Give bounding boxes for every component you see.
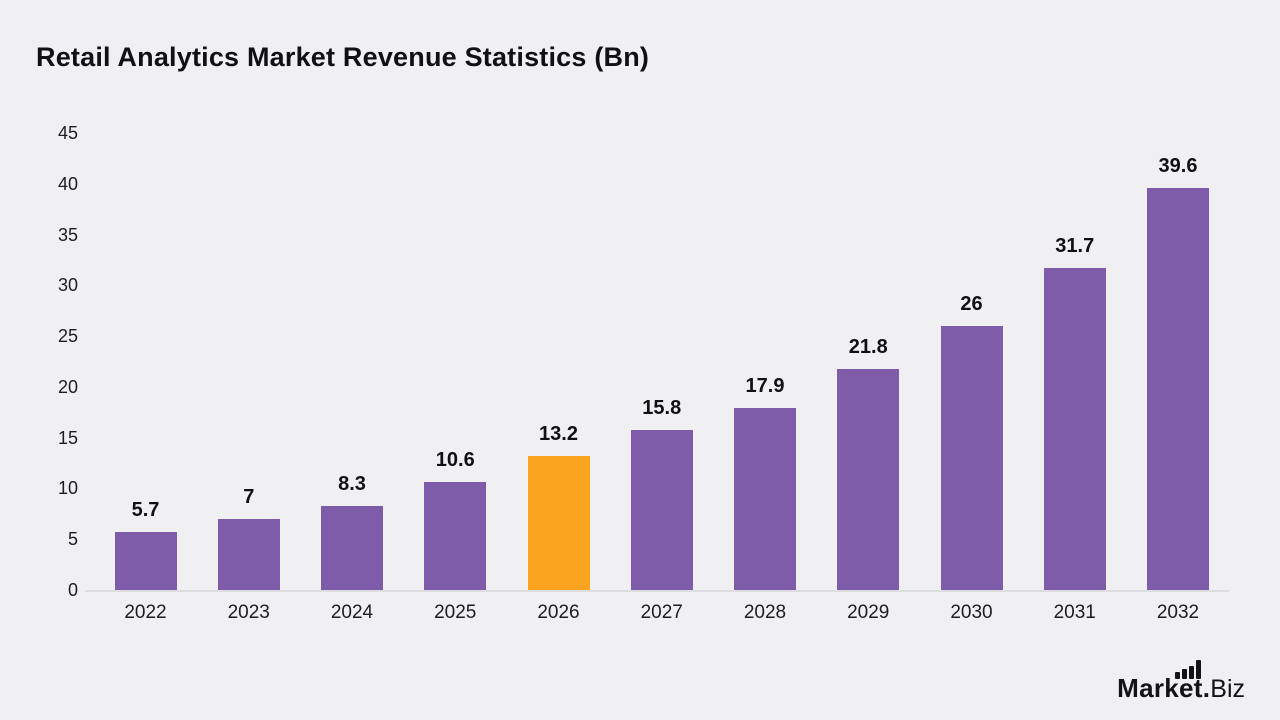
- x-axis-tick-label: 2030: [950, 602, 993, 623]
- x-axis-tick-label: 2031: [1053, 602, 1096, 623]
- bar-2024: [321, 506, 383, 590]
- x-axis-tick-label: 2026: [537, 602, 580, 623]
- bar-2023: [217, 519, 280, 590]
- chart-title: Retail Analytics Market Revenue Statisti…: [36, 42, 650, 72]
- x-axis-tick-label: 2023: [227, 602, 270, 623]
- y-axis-tick-label: 20: [57, 376, 78, 397]
- bar-2029: [837, 369, 900, 590]
- bar-2032: [1147, 188, 1209, 590]
- x-axis-tick-label: 2029: [847, 602, 890, 623]
- y-axis-tick-label: 35: [57, 224, 78, 245]
- y-axis-tick-label: 30: [57, 275, 78, 296]
- bar-2031: [1043, 268, 1106, 590]
- y-axis-tick-label: 5: [67, 529, 78, 550]
- bar-value-label: 15.8: [642, 397, 682, 419]
- bar-value-label: 31.7: [1055, 235, 1095, 257]
- y-axis-tick-label: 25: [57, 326, 78, 347]
- x-axis-tick-label: 2027: [640, 602, 683, 623]
- y-axis-tick-label: 45: [57, 123, 78, 143]
- bar-value-label: 10.6: [435, 449, 475, 471]
- bar-2028: [734, 408, 796, 590]
- bar-value-label: 8.3: [338, 473, 366, 495]
- bar-2022: [114, 532, 177, 590]
- bar-value-label: 39.6: [1158, 155, 1198, 177]
- bar-value-label: 21.8: [848, 336, 888, 358]
- x-axis-tick-label: 2024: [330, 602, 374, 623]
- bar-value-label: 5.7: [131, 499, 160, 521]
- bar-2026: [527, 456, 590, 590]
- x-axis-line: [85, 590, 1229, 592]
- y-axis-tick-label: 15: [57, 427, 78, 448]
- y-axis-tick-label: 0: [67, 580, 78, 600]
- bar-2025: [424, 482, 487, 590]
- x-axis-tick-label: 2022: [124, 602, 167, 623]
- logo-text-bold: Market.: [1117, 673, 1211, 703]
- x-axis-tick-label: 2025: [434, 602, 477, 623]
- x-axis-tick-label: 2032: [1156, 602, 1200, 623]
- bar-2027: [630, 430, 693, 590]
- x-axis-tick-label: 2028: [743, 602, 787, 623]
- logo-text-light: Biz: [1210, 675, 1245, 703]
- marketbiz-logo: Market. Biz: [1117, 660, 1245, 704]
- bar-2030: [940, 326, 1003, 590]
- y-axis-tick-label: 40: [57, 173, 78, 194]
- bar-value-label: 17.9: [745, 375, 785, 397]
- bar-value-label: 13.2: [539, 423, 578, 445]
- bar-value-label: 26: [960, 293, 983, 315]
- bar-value-label: 7: [243, 486, 255, 508]
- logo-bar-chart-icon: [1175, 660, 1202, 679]
- y-axis-tick-label: 10: [57, 478, 78, 499]
